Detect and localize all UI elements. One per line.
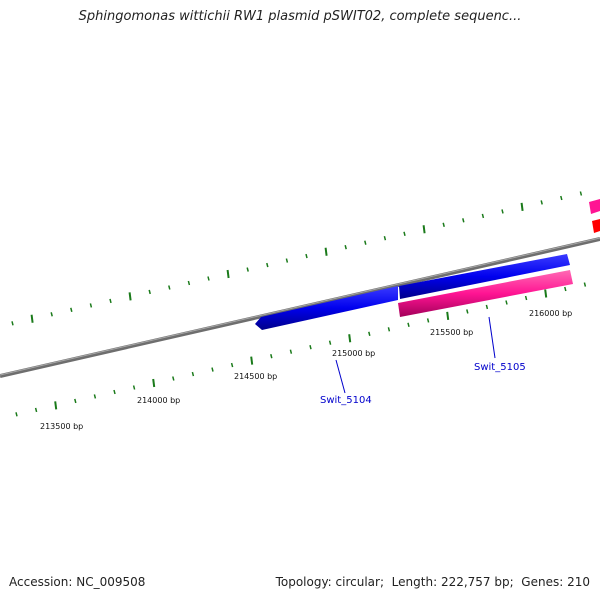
minor-tick [148, 289, 151, 295]
minor-tick [113, 389, 116, 395]
length-label: Length: [391, 575, 438, 589]
minor-tick [387, 327, 391, 332]
minor-tick [191, 371, 195, 377]
outer-tick-marks [11, 191, 583, 326]
minor-tick [93, 394, 97, 399]
major-tick [544, 289, 548, 298]
minor-tick [11, 321, 14, 326]
major-tick [324, 247, 328, 256]
minor-tick [34, 407, 38, 413]
minor-tick [344, 245, 347, 250]
minor-tick [207, 276, 210, 281]
major-tick [250, 356, 254, 365]
tick-label: 216000 bp [529, 309, 572, 318]
genes-label: Genes: [521, 575, 564, 589]
accession-value: NC_009508 [76, 575, 146, 589]
minor-tick [368, 331, 371, 336]
minor-tick [270, 354, 273, 359]
gene-swit-5104-arrow[interactable] [255, 286, 398, 330]
minor-tick [74, 398, 77, 404]
gene-swit-5105-arrow[interactable] [398, 270, 573, 317]
major-tick [54, 401, 58, 410]
minor-tick [481, 213, 485, 219]
minor-tick [485, 304, 489, 310]
swit-5105-leader [488, 316, 496, 359]
minor-tick [172, 376, 175, 381]
minor-tick [560, 195, 563, 201]
minor-tick [583, 282, 587, 287]
tick-label: 213500 bp [40, 422, 83, 431]
minor-tick [505, 300, 508, 305]
minor-tick [564, 286, 567, 292]
partial-gene-red[interactable] [592, 219, 600, 233]
partial-gene-top[interactable] [589, 199, 600, 214]
length-value: 222,757 bp [440, 575, 510, 589]
gene-swit-5104[interactable] [255, 254, 570, 330]
minor-tick [50, 312, 53, 317]
minor-tick [309, 345, 312, 350]
major-tick [30, 314, 34, 323]
minor-tick [230, 362, 234, 368]
minor-tick [328, 340, 332, 345]
minor-tick [15, 412, 18, 417]
minor-tick [132, 385, 136, 390]
minor-tick [442, 222, 445, 227]
major-tick [446, 311, 450, 321]
minor-tick [211, 367, 214, 372]
minor-tick [407, 322, 410, 327]
major-tick [422, 225, 426, 234]
inner-tick-marks [15, 282, 587, 417]
minor-tick [168, 285, 171, 290]
major-tick [520, 202, 524, 212]
gene-label-swit-5105[interactable]: Swit_5105 [474, 362, 526, 373]
tick-label: 215500 bp [430, 328, 473, 337]
minor-tick [540, 200, 543, 205]
major-tick [226, 269, 230, 279]
minor-tick [501, 209, 504, 214]
swit-5104-leader [335, 359, 346, 394]
minor-tick [364, 240, 367, 245]
minor-tick [466, 309, 469, 314]
minor-tick [383, 236, 387, 241]
gene-swit-5104-segment[interactable] [399, 254, 570, 299]
minor-tick [426, 318, 430, 323]
gene-label-swit-5104[interactable]: Swit_5104 [320, 395, 372, 406]
sequence-backbone [0, 237, 600, 378]
minor-tick [246, 267, 249, 272]
accession-info: Accession: NC_009508 [9, 575, 145, 589]
genes-value: 210 [567, 575, 590, 589]
major-tick [348, 334, 352, 343]
major-tick [128, 292, 132, 301]
sequence-backbone-highlight [0, 237, 600, 376]
minor-tick [403, 231, 406, 236]
topology-label: Topology: [275, 575, 332, 589]
topology-value: circular [335, 575, 380, 589]
minor-tick [579, 191, 583, 196]
minor-tick [70, 307, 73, 312]
major-tick [152, 378, 156, 388]
sequence-summary: Topology: circular; Length: 222,757 bp; … [275, 575, 590, 589]
map-title: Sphingomonas wittichii RW1 plasmid pSWIT… [78, 9, 522, 24]
tick-label: 215000 bp [332, 349, 375, 358]
minor-tick [89, 303, 93, 308]
accession-label: Accession: [9, 575, 73, 589]
gene-swit-5105[interactable] [398, 270, 573, 317]
tick-label: 214000 bp [137, 396, 180, 405]
tick-label: 214500 bp [234, 372, 277, 381]
minor-tick [305, 253, 308, 259]
minor-tick [524, 295, 528, 301]
minor-tick [266, 262, 269, 268]
minor-tick [462, 218, 465, 223]
minor-tick [109, 298, 112, 304]
minor-tick [187, 280, 191, 286]
minor-tick [285, 258, 289, 263]
minor-tick [289, 349, 293, 354]
